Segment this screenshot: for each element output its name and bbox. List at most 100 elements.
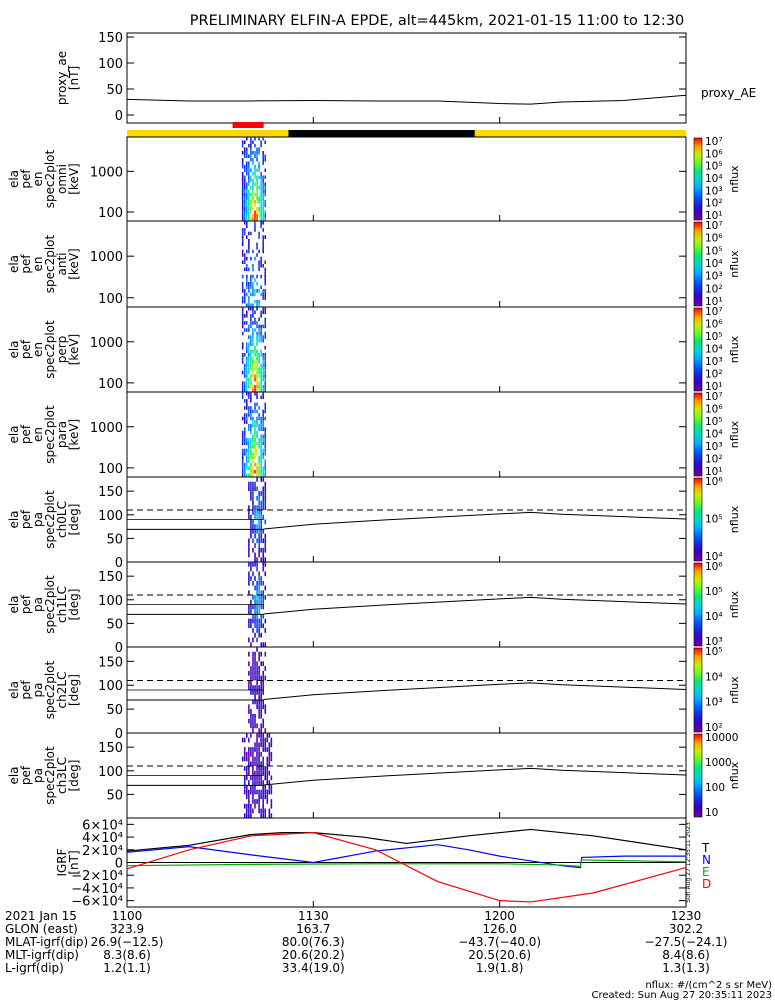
spec_en_omni-bin: [246, 182, 248, 186]
spec_en_perp-bin: [252, 363, 254, 368]
spec_pa_ch3-bin: [262, 808, 264, 814]
spec_en_perp-bin: [254, 349, 256, 354]
spec_pa_ch0-bin: [262, 552, 265, 558]
spec_pa_ch3-ylabel-line: spec2plot: [43, 746, 57, 805]
spec_en_perp-bin: [264, 321, 267, 325]
spec_pa_ch2-bin: [256, 723, 258, 729]
spec_en_omni-bin: [246, 196, 248, 200]
spec_en_omni-bin: [258, 147, 260, 151]
spec_en_perp-bin: [260, 353, 262, 357]
spec_en_anti-bin: [246, 267, 248, 272]
spec_en_para-bin: [260, 455, 262, 460]
spec_en_omni-bin: [264, 168, 267, 172]
spec_pa_ch0-bin: [252, 510, 254, 515]
spec_pa_ch3-bin: [246, 766, 248, 771]
spec_en_para-bin: [252, 416, 254, 421]
spec_en_omni-bin: [241, 186, 244, 190]
spec_en_omni-bin: [256, 175, 258, 179]
spec_en_omni-bin: [250, 193, 252, 197]
spec_en_anti-bin: [262, 289, 264, 293]
spec_en_para-bin: [260, 462, 262, 467]
spec_en_perp-bin: [248, 324, 250, 329]
spec_en_anti-colorbar-tick: 10¹: [705, 296, 723, 308]
spec_en_anti-bin: [243, 296, 246, 300]
spec_pa_ch1-bin: [250, 566, 252, 572]
spec_en_perp-bin: [264, 360, 267, 364]
spec_pa_ch2-bin: [250, 670, 252, 676]
spec_pa_ch3-bin: [268, 751, 271, 757]
spec_en_anti-bin: [264, 274, 267, 279]
spec_pa_ch3-bin: [252, 766, 254, 771]
spec_pa_ch3-bin: [258, 799, 260, 804]
spec_en_omni-bin: [262, 210, 264, 214]
spec_en_anti-bin: [256, 289, 258, 293]
spec_en_omni-bin: [264, 154, 267, 158]
spec_en_perp-frame: [126, 306, 687, 393]
spec_en_perp-colorbar-tick: 10²: [705, 369, 723, 381]
spec_en_omni-bin: [243, 186, 246, 190]
spec_en_perp-heatmap: [241, 307, 267, 392]
spec_pa_ch3-bin: [270, 789, 273, 795]
spec_pa_ch1-fieldline-curve: [263, 596, 687, 615]
spec_en_para-bin: [241, 455, 244, 460]
spec_en_para-bin: [256, 434, 258, 439]
spec_en_omni-bin: [258, 175, 260, 179]
spec_en_para-bin: [241, 441, 244, 446]
spec_en_para-bin: [250, 455, 252, 460]
spec_pa_ch0-bin: [250, 528, 252, 534]
spec_en_para-colorbar-tick: 10⁴: [705, 429, 723, 441]
spec_pa_ch3-bin: [262, 737, 264, 743]
spec_pa_ch3-bin: [256, 770, 258, 776]
spec_en_omni-bin: [248, 217, 250, 221]
spec_en_anti-bin: [264, 281, 267, 286]
spec_pa_ch0-bin: [254, 543, 256, 548]
igrf-legend-N: N: [702, 853, 711, 867]
spec_en_perp-bin: [243, 384, 246, 389]
spec_pa_ch1-bin: [262, 642, 265, 647]
spec_pa_ch2-colorbar-tick: 10⁵: [705, 646, 723, 658]
spec_pa_ch1-bin: [250, 623, 252, 629]
spec_en_omni-bin: [264, 175, 267, 179]
spec_en_para-bin: [248, 438, 250, 442]
spec_en_para-bin: [264, 409, 267, 414]
spec_en_anti-bin: [243, 228, 246, 232]
spec_en_omni-bin: [262, 214, 264, 218]
spec_pa_ch3-bin: [246, 756, 248, 762]
spec_en_omni-bin: [252, 207, 254, 211]
spec_en_anti-colorbar-tick: 10⁴: [705, 258, 723, 270]
spec_en_omni-bin: [241, 210, 244, 214]
spec_pa_ch3-bin: [258, 775, 260, 781]
spec_pa_ch2-ylabel-line: spec2plot: [43, 660, 57, 719]
spec_pa_ch0-bin: [258, 524, 260, 529]
spec_en_perp-bin: [246, 360, 248, 364]
spec_en_anti-bin: [248, 289, 250, 293]
spec_pa_ch3-bin: [243, 784, 246, 790]
spec_pa_ch3-bin: [248, 799, 250, 804]
spec_pa_ch3-bin: [248, 813, 250, 818]
spec_pa_ch0-bin: [258, 538, 260, 544]
spec_en_omni-bin: [250, 210, 252, 214]
spec_en_anti-ytick-label: 100: [98, 292, 123, 307]
spec_pa_ch3-colorbar-tick: 10: [705, 807, 718, 819]
spec_en_para-bin: [243, 416, 246, 421]
spec_pa_ch0-bin: [254, 524, 256, 529]
spec_en_perp-bin: [243, 374, 246, 378]
spec_pa_ch3-bin: [258, 780, 260, 785]
spec_en_perp-bin: [264, 367, 267, 371]
spec_en_perp-bin: [258, 360, 260, 364]
spec_pa_ch3-bin: [252, 770, 254, 776]
igrf-legend-E: E: [702, 865, 710, 879]
spec_pa_ch1-bin: [254, 609, 256, 614]
spec_en_omni-colorbar-label: nflux: [728, 165, 741, 193]
spec_en_omni-bin: [254, 203, 256, 207]
spec_en_anti-bin: [256, 303, 258, 307]
spec_en_omni-bin: [248, 207, 250, 211]
spec_en_para-bin: [254, 448, 256, 453]
spec_en_omni-bin: [264, 189, 267, 193]
spec_pa_ch2-ylabel-line: pef: [19, 680, 33, 700]
spec_en_para-bin: [260, 441, 262, 446]
spec_en_perp-colorbar-label: nflux: [728, 335, 741, 363]
spec_en_para-bin: [252, 420, 254, 424]
spec_en_anti-bin: [262, 249, 264, 254]
spec_en_perp-bin: [264, 363, 267, 368]
